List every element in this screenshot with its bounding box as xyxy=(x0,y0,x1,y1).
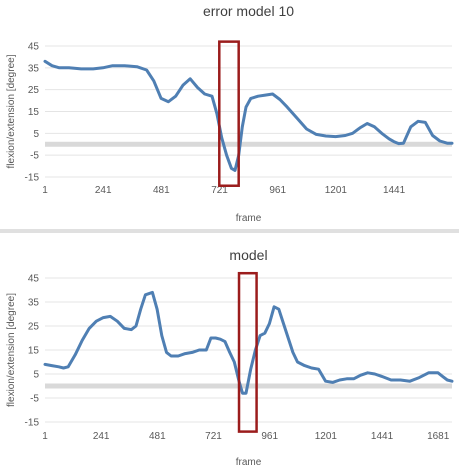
x-tick-label: 241 xyxy=(93,431,110,442)
y-tick-label: -15 xyxy=(25,418,40,429)
divider xyxy=(0,229,459,233)
series-line xyxy=(43,290,454,395)
x-tick-label: 481 xyxy=(153,185,170,196)
y-tick-label: 35 xyxy=(28,298,40,309)
highlight-box xyxy=(237,271,258,433)
y-tick-label: 5 xyxy=(33,370,39,381)
y-tick-label: 45 xyxy=(28,42,40,53)
x-tick-label: 241 xyxy=(95,185,112,196)
x-tick-label: 481 xyxy=(149,431,166,442)
x-tick-label: 1201 xyxy=(315,431,338,442)
x-axis-label: frame xyxy=(236,457,262,468)
y-axis-label: flexion/extension [degree] xyxy=(6,293,17,407)
chart-title: model xyxy=(229,247,267,263)
chart-model: model 45 35 25 15 5 -5 -15 1 241 481 721 961 1201 1441… xyxy=(0,236,459,471)
y-tick-label: -15 xyxy=(25,173,40,184)
x-tick-label: 1681 xyxy=(427,431,450,442)
x-tick-label: 721 xyxy=(205,431,222,442)
x-tick-label: 1441 xyxy=(383,185,406,196)
x-tick-label: 961 xyxy=(269,185,286,196)
y-axis-label: flexion/extension [degree] xyxy=(6,54,17,168)
x-tick-label: 961 xyxy=(261,431,278,442)
chart-svg: model 45 35 25 15 5 -5 -151 241 481 721 961 1201 1441… xyxy=(6,247,454,468)
y-tick-label: 45 xyxy=(28,274,40,285)
y-tick-label: 35 xyxy=(28,63,40,74)
y-tick-label: 15 xyxy=(28,107,40,118)
y-tick-label: -5 xyxy=(30,394,39,405)
y-tick-label: -5 xyxy=(30,151,39,162)
y-tick-label: 15 xyxy=(28,346,40,357)
chart-svg: error model 10 45 35 25 15 5 -5 -151 241 481 721 96… xyxy=(6,3,454,224)
x-tick-label: 1 xyxy=(42,185,48,196)
chart-title: error model 10 xyxy=(203,3,294,19)
y-tick-label: 5 xyxy=(33,129,39,140)
x-tick-label: 721 xyxy=(211,185,228,196)
y-tick-label: 25 xyxy=(28,85,40,96)
x-tick-label: 1441 xyxy=(371,431,394,442)
highlight-box xyxy=(218,40,240,187)
series-line xyxy=(43,59,454,172)
chart-error-model-10: error model 10 45 35 25 15 5 -5 -15 1 241 481 721 96… xyxy=(0,0,459,229)
x-axis-label: frame xyxy=(236,213,262,224)
x-tick-label: 1 xyxy=(42,431,48,442)
y-tick-label: 25 xyxy=(28,322,40,333)
x-tick-label: 1201 xyxy=(325,185,348,196)
